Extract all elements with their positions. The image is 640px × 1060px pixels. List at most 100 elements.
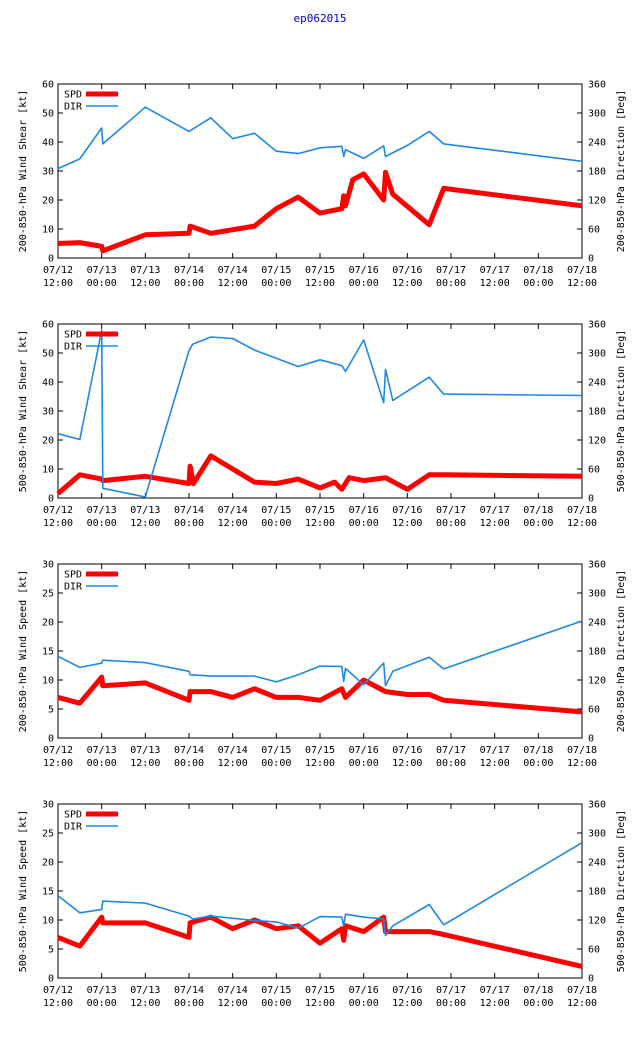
plot-frame — [57, 563, 583, 739]
x-tick-date: 07/16 — [349, 265, 379, 276]
x-tick-date: 07/18 — [567, 985, 597, 996]
x-tick-time: 12:00 — [130, 998, 160, 1009]
x-tick-time: 00:00 — [349, 758, 379, 769]
x-tick-date: 07/15 — [305, 745, 335, 756]
x-tick-date: 07/17 — [480, 265, 510, 276]
y-tick-label: 5 — [48, 945, 54, 956]
x-tick-time: 12:00 — [130, 518, 160, 529]
legend-label-spd: SPD — [64, 570, 82, 581]
y-tick-label: 50 — [42, 109, 54, 120]
y-tick-label: 0 — [48, 254, 54, 265]
y-tick-label: 10 — [42, 676, 54, 687]
x-tick-date: 07/16 — [392, 265, 422, 276]
y-axis-label: 200-850-hPa Wind Speed [kt] — [18, 570, 29, 733]
y2-tick-label: 240 — [588, 138, 606, 149]
x-tick-date: 07/15 — [261, 505, 291, 516]
y2-tick-label: 300 — [588, 109, 606, 120]
x-tick-date: 07/16 — [392, 505, 422, 516]
spd-series-line — [57, 674, 583, 715]
y2-tick-label: 120 — [588, 916, 606, 927]
x-tick-date: 07/17 — [480, 505, 510, 516]
x-tick-time: 12:00 — [43, 998, 73, 1009]
y2-tick-label: 240 — [588, 858, 606, 869]
x-tick-time: 00:00 — [349, 998, 379, 1009]
y2-tick-label: 60 — [588, 225, 600, 236]
y2-tick-label: 240 — [588, 618, 606, 629]
x-tick-date: 07/12 — [43, 265, 73, 276]
y2-axis-label: 500-850-hPa Direction [Deg] — [616, 330, 627, 493]
dir-series-line — [57, 106, 583, 170]
page-title: ep062015 — [293, 12, 347, 25]
x-tick-time: 12:00 — [43, 758, 73, 769]
y-axis-label: 500-850-hPa Wind Speed [kt] — [18, 810, 29, 973]
x-tick-time: 12:00 — [130, 278, 160, 289]
x-tick-date: 07/14 — [174, 505, 204, 516]
x-tick-date: 07/16 — [349, 985, 379, 996]
y2-tick-label: 300 — [588, 829, 606, 840]
y2-tick-label: 180 — [588, 647, 606, 658]
y-tick-label: 20 — [42, 436, 54, 447]
y-tick-label: 20 — [42, 858, 54, 869]
x-tick-time: 12:00 — [567, 998, 597, 1009]
y2-tick-label: 0 — [588, 734, 594, 745]
legend-label-dir: DIR — [64, 102, 83, 113]
y-tick-label: 0 — [48, 494, 54, 505]
legend-label-spd: SPD — [64, 330, 82, 341]
x-tick-time: 00:00 — [261, 998, 291, 1009]
x-tick-date: 07/15 — [305, 985, 335, 996]
x-tick-time: 12:00 — [305, 998, 335, 1009]
y2-tick-label: 60 — [588, 465, 600, 476]
y2-tick-label: 120 — [588, 436, 606, 447]
y-tick-label: 10 — [42, 916, 54, 927]
y-axis-label: 200-850-hPa Wind Shear [kt] — [18, 90, 29, 253]
chart-panel-1: 0 10 20 30 40 50 60 0 60 120 180 240 300 360 07/12 12:0… — [18, 80, 627, 290]
y2-tick-label: 0 — [588, 494, 594, 505]
legend-label-spd: SPD — [64, 810, 82, 821]
plot-frame — [57, 323, 583, 499]
x-tick-time: 12:00 — [218, 518, 248, 529]
y2-axis-label: 200-850-hPa Direction [Deg] — [616, 90, 627, 253]
spd-series-line — [56, 453, 583, 496]
x-tick-time: 12:00 — [480, 758, 510, 769]
y-tick-label: 0 — [48, 974, 54, 985]
x-tick-date: 07/18 — [567, 505, 597, 516]
x-tick-time: 12:00 — [218, 998, 248, 1009]
x-tick-time: 00:00 — [174, 278, 204, 289]
x-tick-time: 00:00 — [174, 998, 204, 1009]
x-tick-time: 12:00 — [305, 278, 335, 289]
x-tick-date: 07/13 — [87, 265, 117, 276]
x-tick-date: 07/18 — [567, 265, 597, 276]
x-tick-date: 07/18 — [567, 745, 597, 756]
spd-series-line — [57, 169, 583, 254]
y2-tick-label: 360 — [588, 800, 606, 811]
x-tick-time: 00:00 — [87, 518, 117, 529]
x-tick-date: 07/12 — [43, 985, 73, 996]
x-tick-time: 12:00 — [567, 758, 597, 769]
x-tick-date: 07/13 — [87, 985, 117, 996]
legend-label-spd: SPD — [64, 90, 82, 101]
x-tick-time: 00:00 — [523, 518, 553, 529]
x-tick-date: 07/18 — [523, 265, 553, 276]
x-tick-date: 07/14 — [218, 265, 248, 276]
plot-frame — [57, 803, 583, 979]
y2-tick-label: 300 — [588, 589, 606, 600]
x-tick-date: 07/13 — [130, 505, 160, 516]
x-tick-date: 07/15 — [261, 745, 291, 756]
y-tick-label: 30 — [42, 407, 54, 418]
x-tick-time: 00:00 — [523, 758, 553, 769]
x-tick-time: 00:00 — [349, 278, 379, 289]
y-tick-label: 15 — [42, 887, 54, 898]
x-tick-time: 12:00 — [218, 758, 248, 769]
y-tick-label: 30 — [42, 560, 54, 571]
y2-axis-label: 500-850-hPa Direction [Deg] — [616, 810, 627, 973]
y-tick-label: 20 — [42, 618, 54, 629]
x-tick-date: 07/14 — [218, 985, 248, 996]
x-tick-date: 07/17 — [480, 745, 510, 756]
x-tick-date: 07/17 — [436, 505, 466, 516]
y-tick-label: 40 — [42, 378, 54, 389]
y2-tick-label: 360 — [588, 80, 606, 91]
x-tick-time: 00:00 — [174, 758, 204, 769]
x-tick-date: 07/18 — [523, 505, 553, 516]
x-tick-date: 07/14 — [218, 745, 248, 756]
